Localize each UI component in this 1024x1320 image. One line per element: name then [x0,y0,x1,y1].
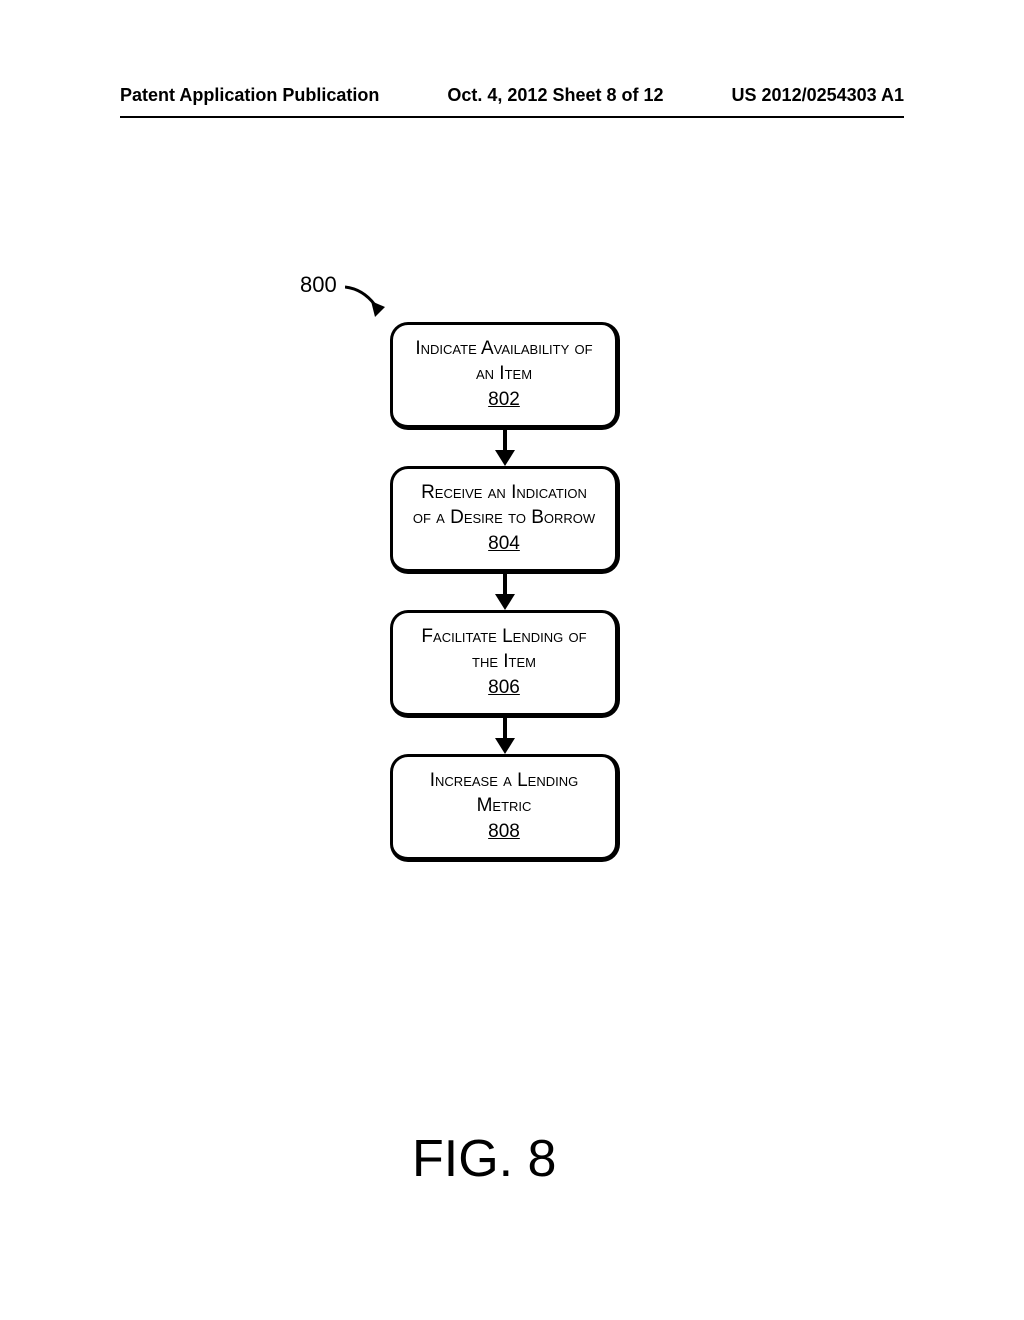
step-ref: 806 [488,676,520,701]
flow-step-808: Increase a Lending Metric 808 [390,754,620,862]
flow-arrow [503,430,507,450]
flow-step-802: Indicate Availability of an Item 802 [390,322,620,430]
flow-step-804: Receive an Indication of a Desire to Bor… [390,466,620,574]
header-right: US 2012/0254303 A1 [732,85,904,106]
header-center: Oct. 4, 2012 Sheet 8 of 12 [447,85,663,106]
step-text: Metric [477,794,532,819]
flow-step-806: Facilitate Lending of the Item 806 [390,610,620,718]
step-text: Increase a Lending [430,769,578,794]
page-header: Patent Application Publication Oct. 4, 2… [0,0,1024,114]
flow-arrow [503,718,507,738]
diagram-ref-number: 800 [300,272,337,298]
step-ref: 808 [488,820,520,845]
step-text: an Item [476,362,532,387]
figure-label: FIG. 8 [412,1129,556,1189]
flow-arrow [503,574,507,594]
step-text: Facilitate Lending of [421,625,586,650]
step-text: of a Desire to Borrow [413,506,595,531]
step-text: the Item [472,650,536,675]
step-ref: 802 [488,388,520,413]
step-text: Indicate Availability of [415,337,592,362]
step-text: Receive an Indication [421,481,587,506]
arrow-down-icon [495,450,515,466]
diagram-area: 800 Indicate Availability of an Item 802… [0,114,1024,1214]
step-ref: 804 [488,532,520,557]
arrow-down-icon [495,594,515,610]
pointer-arrow-icon [345,279,391,325]
header-left: Patent Application Publication [120,85,379,106]
arrow-down-icon [495,738,515,754]
